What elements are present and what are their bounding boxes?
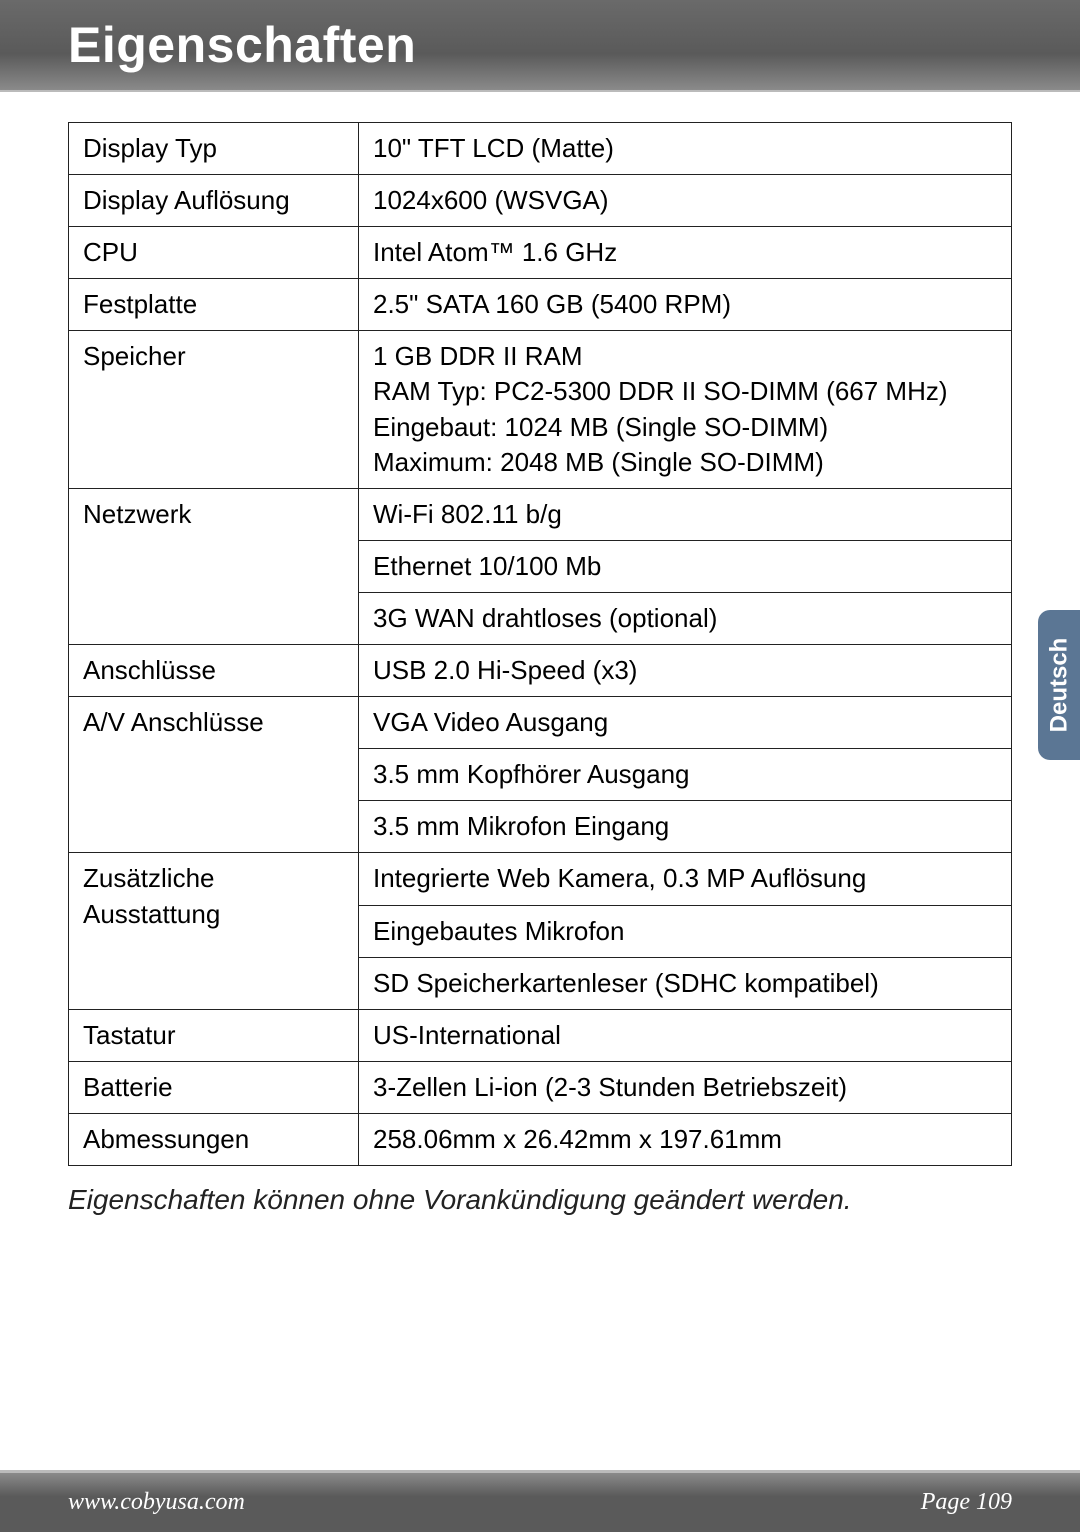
spec-value-line: Eingebaut: 1024 MB (Single SO-DIMM) [373, 410, 997, 445]
footer-bar: www.cobyusa.com Page 109 [0, 1470, 1080, 1532]
spec-value: Integrierte Web Kamera, 0.3 MP Auflösung [359, 853, 1012, 905]
language-tab: Deutsch [1038, 610, 1080, 760]
spec-value: 258.06mm x 26.42mm x 197.61mm [359, 1113, 1012, 1165]
spec-value: Intel Atom™ 1.6 GHz [359, 227, 1012, 279]
table-row: Zusätzliche Ausstattung Integrierte Web … [69, 853, 1012, 905]
spec-value: 3.5 mm Kopfhörer Ausgang [359, 749, 1012, 801]
spec-label: Speicher [69, 331, 359, 488]
spec-value: Wi-Fi 802.11 b/g [359, 488, 1012, 540]
spec-value: USB 2.0 Hi-Speed (x3) [359, 645, 1012, 697]
table-row: Display Typ 10" TFT LCD (Matte) [69, 123, 1012, 175]
spec-value-line: RAM Typ: PC2-5300 DDR II SO-DIMM (667 MH… [373, 374, 997, 409]
table-row: Netzwerk Wi-Fi 802.11 b/g [69, 488, 1012, 540]
table-row: Anschlüsse USB 2.0 Hi-Speed (x3) [69, 645, 1012, 697]
spec-label: Tastatur [69, 1009, 359, 1061]
spec-value: SD Speicherkartenleser (SDHC kompatibel) [359, 957, 1012, 1009]
spec-label: Festplatte [69, 279, 359, 331]
spec-label: Zusätzliche Ausstattung [69, 853, 359, 1009]
spec-value: 3G WAN drahtloses (optional) [359, 592, 1012, 644]
spec-value: 3.5 mm Mikrofon Eingang [359, 801, 1012, 853]
spec-label: A/V Anschlüsse [69, 697, 359, 853]
footnote: Eigenschaften können ohne Vorankündigung… [68, 1184, 1012, 1216]
spec-value: 2.5" SATA 160 GB (5400 RPM) [359, 279, 1012, 331]
footer-page: Page 109 [921, 1489, 1012, 1516]
table-row: CPU Intel Atom™ 1.6 GHz [69, 227, 1012, 279]
table-row: Festplatte 2.5" SATA 160 GB (5400 RPM) [69, 279, 1012, 331]
spec-label: Anschlüsse [69, 645, 359, 697]
language-tab-label: Deutsch [1045, 638, 1073, 733]
spec-value-line: 1 GB DDR II RAM [373, 339, 997, 374]
footer-url: www.cobyusa.com [68, 1489, 245, 1516]
spec-label: CPU [69, 227, 359, 279]
spec-value: Eingebautes Mikrofon [359, 905, 1012, 957]
table-row: A/V Anschlüsse VGA Video Ausgang [69, 697, 1012, 749]
spec-value: 3-Zellen Li-ion (2-3 Stunden Betriebszei… [359, 1061, 1012, 1113]
spec-label: Netzwerk [69, 488, 359, 644]
table-row: Batterie 3-Zellen Li-ion (2-3 Stunden Be… [69, 1061, 1012, 1113]
table-row: Tastatur US-International [69, 1009, 1012, 1061]
spec-value: US-International [359, 1009, 1012, 1061]
spec-value: VGA Video Ausgang [359, 697, 1012, 749]
spec-label: Batterie [69, 1061, 359, 1113]
page-title: Eigenschaften [68, 16, 416, 74]
table-row: Abmessungen 258.06mm x 26.42mm x 197.61m… [69, 1113, 1012, 1165]
spec-label: Display Auflösung [69, 175, 359, 227]
spec-value: 1 GB DDR II RAM RAM Typ: PC2-5300 DDR II… [359, 331, 1012, 488]
spec-label: Abmessungen [69, 1113, 359, 1165]
spec-value: 1024x600 (WSVGA) [359, 175, 1012, 227]
table-row: Speicher 1 GB DDR II RAM RAM Typ: PC2-53… [69, 331, 1012, 488]
content-area: Display Typ 10" TFT LCD (Matte) Display … [0, 92, 1080, 1216]
spec-table: Display Typ 10" TFT LCD (Matte) Display … [68, 122, 1012, 1166]
table-row: Display Auflösung 1024x600 (WSVGA) [69, 175, 1012, 227]
spec-value: Ethernet 10/100 Mb [359, 540, 1012, 592]
header-bar: Eigenschaften [0, 0, 1080, 92]
spec-value-line: Maximum: 2048 MB (Single SO-DIMM) [373, 445, 997, 480]
spec-label: Display Typ [69, 123, 359, 175]
spec-value: 10" TFT LCD (Matte) [359, 123, 1012, 175]
